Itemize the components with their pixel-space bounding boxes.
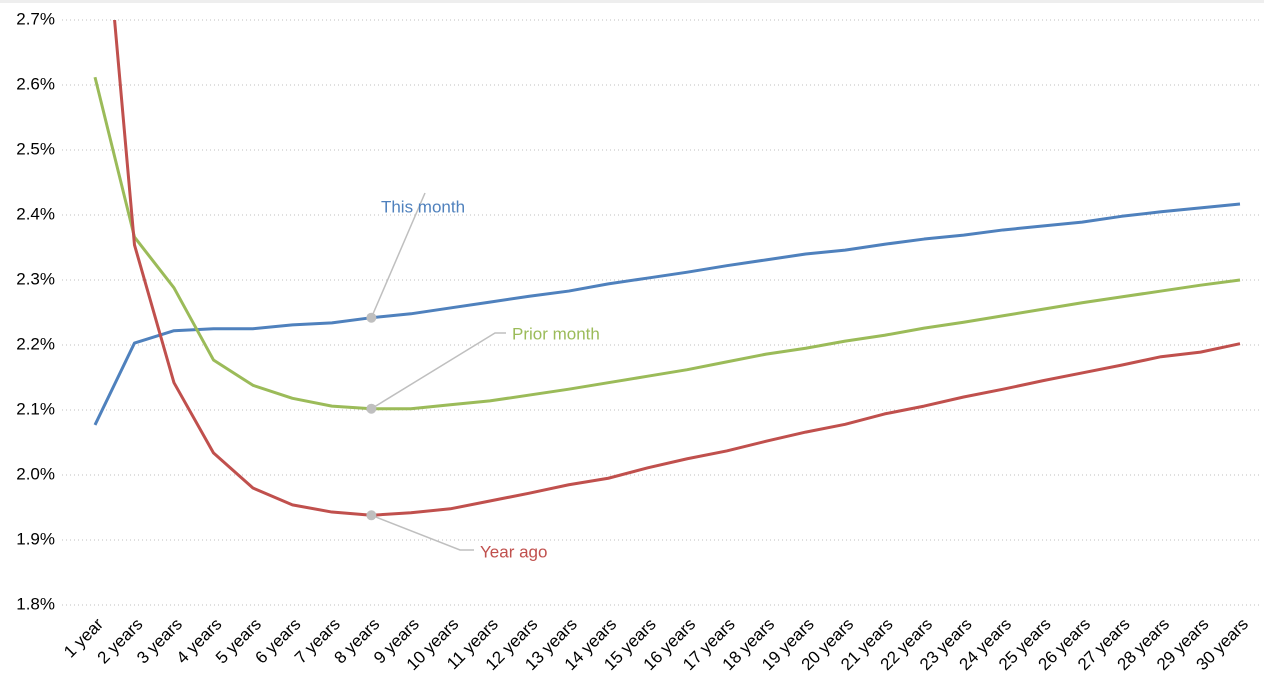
- series-label: Year ago: [480, 542, 547, 561]
- series-line: [93, 202, 1241, 426]
- callout-dot: [366, 510, 377, 521]
- y-tick-label: 2.4%: [16, 204, 55, 223]
- series-label: This month: [381, 197, 465, 216]
- callout-line: [371, 514, 474, 551]
- y-tick-label: 2.6%: [16, 74, 55, 93]
- plot-area: [93, 20, 1241, 517]
- y-tick-label: 2.2%: [16, 334, 55, 353]
- y-tick-label: 2.1%: [16, 399, 55, 418]
- series-line: [93, 76, 1241, 411]
- y-tick-label: 1.9%: [16, 529, 55, 548]
- series-line: [113, 20, 1241, 517]
- y-tick-label: 2.3%: [16, 269, 55, 288]
- top-band: [0, 0, 1264, 3]
- y-tick-label: 2.0%: [16, 464, 55, 483]
- series-label: Prior month: [512, 324, 600, 343]
- callout-line: [370, 332, 506, 410]
- y-tick-label: 1.8%: [16, 594, 55, 613]
- y-tick-label: 2.5%: [16, 139, 55, 158]
- callout-dot: [366, 403, 377, 414]
- callout-line: [370, 192, 426, 318]
- y-tick-label: 2.7%: [16, 9, 55, 28]
- callout-dot: [366, 312, 377, 323]
